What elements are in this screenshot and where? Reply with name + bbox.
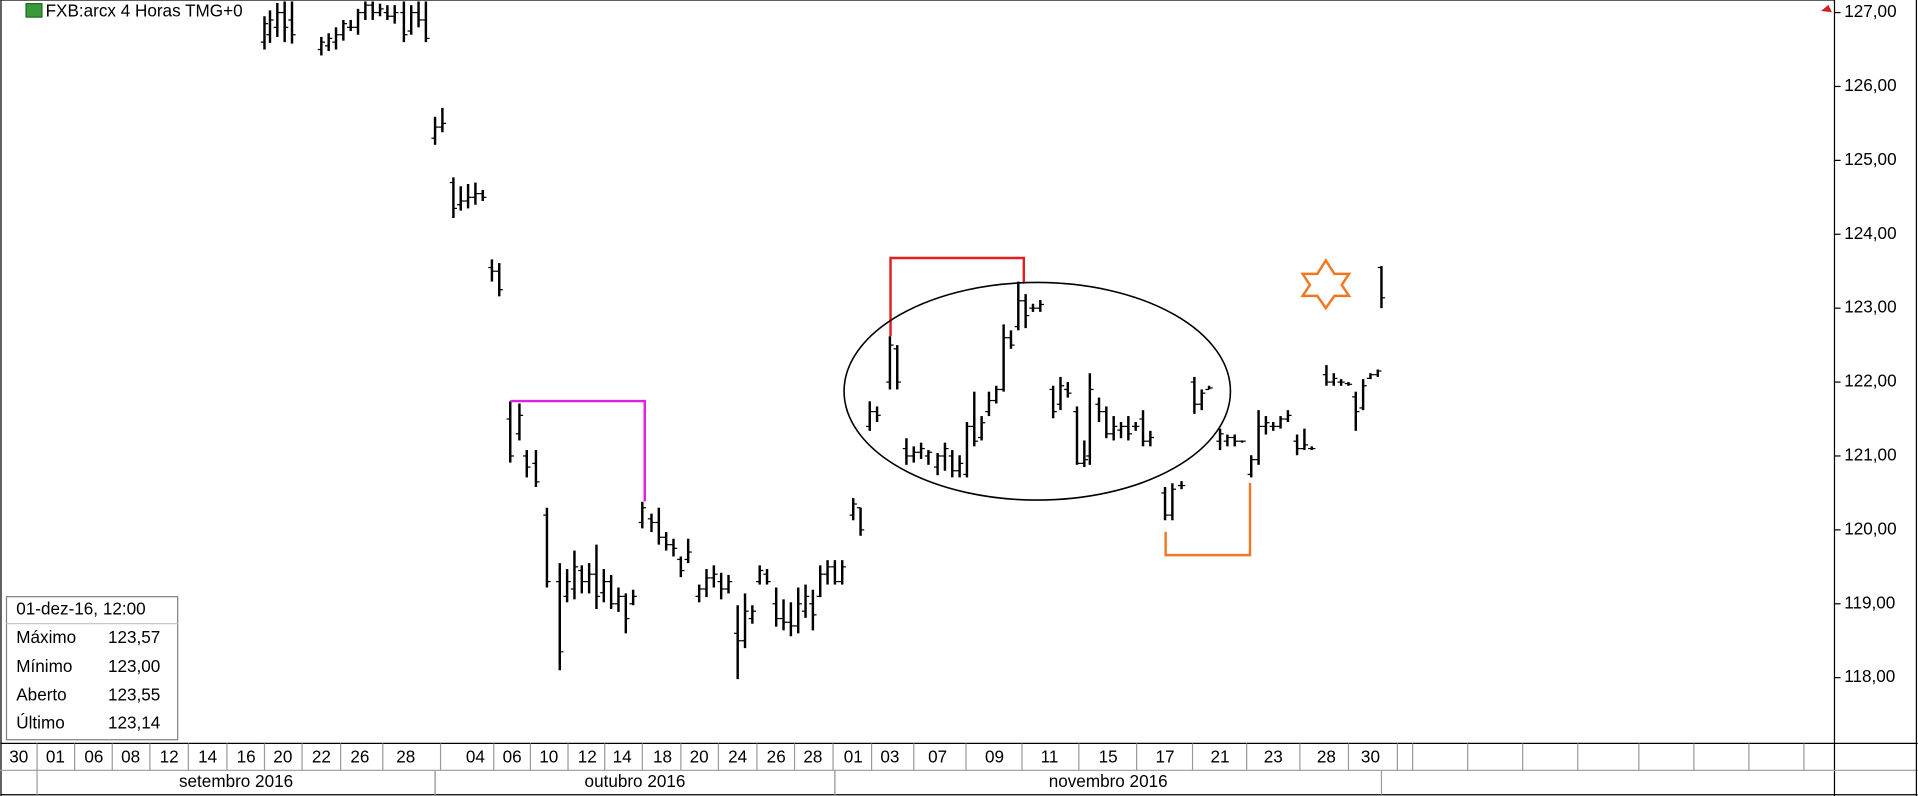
info-value: 123,14 [108, 713, 161, 732]
x-tick-label: 01 [46, 748, 65, 767]
month-label: outubro 2016 [585, 772, 686, 791]
x-tick-label: 06 [503, 748, 522, 767]
red-bracket[interactable] [889, 256, 1026, 337]
chart-title: FXB:arcx 4 Horas TMG+0 [46, 2, 243, 21]
x-tick-label: 21 [1211, 748, 1230, 767]
x-tick-label: 26 [350, 748, 369, 767]
x-tick-label: 09 [985, 748, 1004, 767]
price-bars [260, 1, 1386, 680]
y-tick-label: 125,00 [1844, 150, 1896, 169]
x-tick-label: 28 [803, 748, 822, 767]
x-tick-label: 22 [312, 748, 331, 767]
x-tick-label: 30 [1361, 748, 1380, 767]
y-tick-label: 119,00 [1844, 593, 1895, 612]
x-tick-label: 03 [880, 748, 899, 767]
y-tick-label: 123,00 [1844, 298, 1896, 317]
symbol-icon [25, 3, 43, 18]
info-label: Último [16, 713, 64, 732]
info-date: 01-dez-16, 12:00 [16, 600, 145, 619]
y-tick-label: 124,00 [1844, 224, 1896, 243]
x-tick-label: 10 [539, 748, 558, 767]
x-tick-label: 12 [160, 748, 179, 767]
info-label: Máximo [16, 628, 76, 647]
x-tick-label: 01 [844, 748, 863, 767]
y-tick-label: 122,00 [1844, 372, 1896, 391]
empty-cells [1412, 743, 1805, 771]
x-tick-label: 06 [84, 748, 103, 767]
info-value: 123,00 [108, 657, 160, 676]
x-tick-label: 18 [653, 748, 672, 767]
ellipse-annotation[interactable] [843, 281, 1232, 501]
info-label: Aberto [16, 685, 66, 704]
info-box-frame [5, 596, 179, 741]
y-tick-label: 127,00 [1844, 2, 1896, 21]
y-tick-label: 121,00 [1844, 445, 1896, 464]
x-tick-label: 08 [121, 748, 140, 767]
orange-bracket[interactable] [1164, 482, 1252, 557]
x-tick-label: 11 [1041, 748, 1059, 767]
x-tick-label: 17 [1156, 748, 1175, 767]
magenta-bracket[interactable] [510, 399, 646, 502]
info-value: 123,57 [108, 628, 160, 647]
month-label: setembro 2016 [179, 772, 293, 791]
star-annotation[interactable] [1300, 258, 1352, 311]
x-tick-label: 20 [690, 748, 709, 767]
x-tick-label: 20 [273, 748, 292, 767]
x-tick-label: 04 [466, 748, 486, 767]
info-box: 01-dez-16, 12:00 Máximo 123,57 Mínimo 12… [5, 596, 179, 741]
x-tick-label: 23 [1264, 748, 1283, 767]
info-label: Mínimo [16, 657, 72, 676]
x-tick-label: 12 [578, 748, 597, 767]
x-tick-label: 14 [198, 748, 218, 767]
x-tick-label: 24 [728, 748, 748, 767]
x-tick-label: 28 [1317, 748, 1336, 767]
x-tick-label: 07 [928, 748, 947, 767]
alert-icon[interactable] [1821, 4, 1833, 13]
month-label: novembro 2016 [1049, 772, 1168, 791]
x-tick-label: 16 [237, 748, 256, 767]
x-tick-label: 28 [396, 748, 415, 767]
y-tick-label: 126,00 [1844, 76, 1896, 95]
y-tick-label: 118,00 [1844, 667, 1895, 686]
x-tick-label: 30 [9, 748, 28, 767]
info-value: 123,55 [108, 685, 160, 704]
y-tick-label: 120,00 [1844, 519, 1896, 538]
x-tick-label: 15 [1099, 748, 1118, 767]
x-tick-label: 14 [613, 748, 633, 767]
x-tick-label: 26 [767, 748, 786, 767]
